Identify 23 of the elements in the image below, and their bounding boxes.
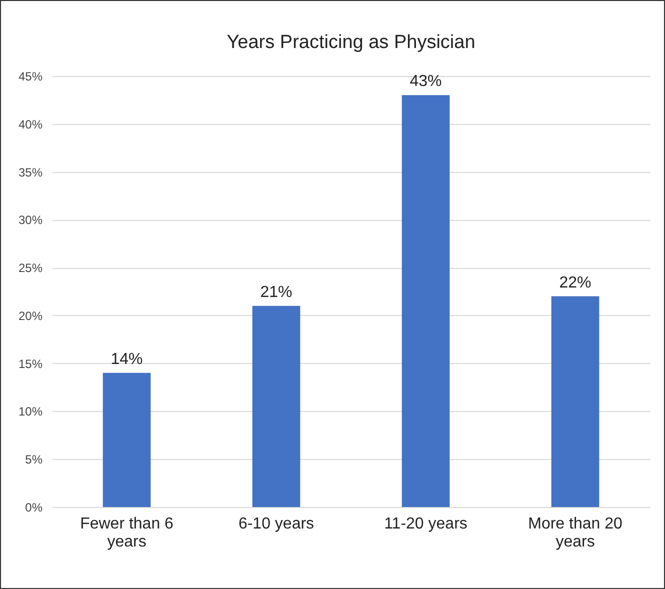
x-tick-label: More than 20 years <box>528 516 622 550</box>
bar <box>102 372 151 507</box>
x-tick-label: Fewer than 6 years <box>80 516 174 550</box>
y-tick-label: 15% <box>18 356 43 371</box>
y-tick-label: 10% <box>18 404 43 419</box>
x-tick-label: 6-10 years <box>238 516 314 532</box>
chart-title: Years Practicing as Physician <box>226 32 476 53</box>
y-tick-label: 30% <box>18 213 43 228</box>
data-label: 22% <box>559 274 592 292</box>
bar <box>252 306 300 507</box>
data-label: 43% <box>410 73 442 90</box>
y-tick-label: 0% <box>25 500 43 514</box>
y-tick-label: 25% <box>18 261 43 276</box>
y-tick-label: 45% <box>18 70 43 84</box>
y-tick-label: 20% <box>18 308 43 323</box>
bar <box>402 95 450 507</box>
bar <box>551 296 600 507</box>
data-label: 14% <box>110 350 143 368</box>
y-tick-label: 5% <box>25 452 43 467</box>
data-label: 21% <box>260 284 292 301</box>
y-tick-label: 35% <box>18 165 43 180</box>
x-tick-label: 11-20 years <box>384 516 468 532</box>
y-tick-label: 40% <box>18 117 43 132</box>
